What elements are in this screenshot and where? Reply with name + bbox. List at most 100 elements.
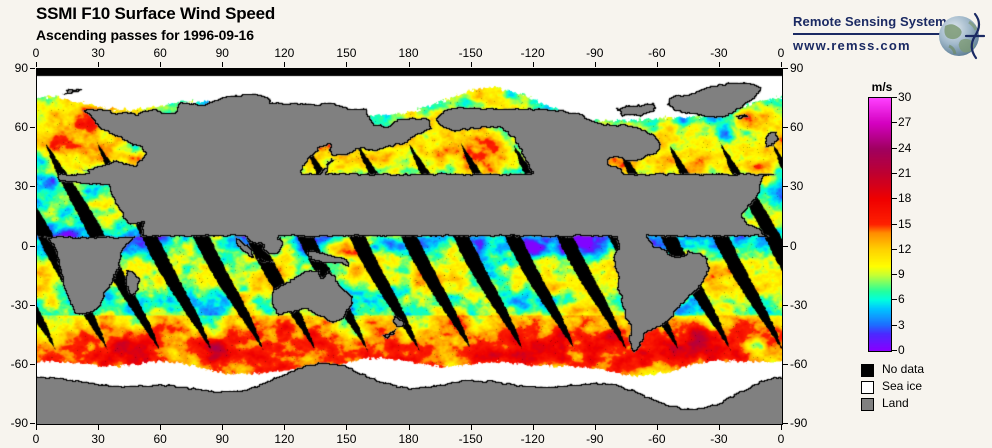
x-tick (222, 62, 224, 67)
x-tick (470, 425, 472, 430)
y-tick (30, 245, 35, 247)
y-axis-label: -30 (790, 297, 808, 312)
x-tick (532, 62, 534, 67)
colorbar-tick (892, 324, 897, 326)
y-axis-label: 0 (21, 238, 28, 253)
colorbar-tick (892, 350, 897, 351)
legend-swatch (861, 381, 874, 394)
colorbar-label: 18 (898, 191, 912, 206)
y-tick (783, 363, 788, 365)
y-axis-label: 60 (14, 120, 28, 135)
y-tick (783, 186, 788, 188)
x-tick (594, 425, 596, 430)
colorbar-gradient (869, 98, 891, 351)
colorbar-label: 24 (898, 140, 912, 155)
colorbar-label: 9 (898, 267, 905, 282)
y-tick (30, 423, 35, 424)
y-tick (30, 186, 35, 188)
y-axis-label: -30 (10, 297, 28, 312)
y-axis-label: 30 (790, 179, 804, 194)
colorbar-label: 3 (898, 317, 905, 332)
globe-icon (935, 10, 986, 67)
y-axis-label: 60 (790, 120, 804, 135)
logo-divider (793, 33, 943, 35)
x-tick (160, 62, 162, 67)
x-axis-label: -60 (648, 46, 666, 60)
x-tick (284, 62, 286, 67)
colorbar-units-label: m/s (871, 80, 893, 94)
x-tick (408, 62, 410, 67)
x-tick (346, 62, 348, 67)
legend-label: No data (882, 362, 925, 376)
x-tick (718, 425, 720, 430)
x-axis-label: 30 (91, 46, 105, 60)
y-axis-label: -90 (10, 416, 28, 430)
x-axis-label: 180 (398, 432, 419, 446)
remss-logo: Remote Sensing Systems www.remss.com (793, 12, 986, 62)
x-tick (781, 62, 782, 67)
legend-label: Land (882, 396, 909, 410)
page-title: SSMI F10 Surface Wind Speed (36, 4, 276, 23)
x-axis-label: -120 (520, 432, 545, 446)
x-tick (346, 425, 348, 430)
x-axis-label: 150 (336, 432, 357, 446)
y-axis-label: -60 (10, 356, 28, 371)
x-tick (284, 425, 286, 430)
colorbar-tick (892, 299, 897, 301)
x-axis-label: -30 (710, 432, 728, 446)
y-axis-label: 90 (790, 61, 804, 75)
colorbar-label: 30 (898, 90, 912, 104)
colorbar-label: 27 (898, 115, 912, 130)
x-axis-label: 90 (215, 432, 229, 446)
y-tick (783, 423, 788, 424)
y-tick (30, 304, 35, 306)
legend-swatch (861, 364, 874, 377)
x-tick (98, 62, 100, 67)
x-axis-label: 150 (336, 46, 357, 60)
x-axis-label: 0 (32, 432, 40, 446)
legend-swatch (861, 398, 874, 411)
logo-website: www.remss.com (793, 38, 911, 53)
y-axis-label: 30 (14, 179, 28, 194)
logo-org-name: Remote Sensing Systems (793, 14, 955, 29)
colorbar-tick (892, 274, 897, 276)
colorbar-label: 21 (898, 165, 912, 180)
y-axis-label: 0 (790, 238, 797, 253)
x-tick (36, 62, 37, 67)
y-tick (30, 363, 35, 365)
x-axis-label: -120 (520, 46, 545, 60)
colorbar-tick (892, 248, 897, 250)
colorbar-label: 0 (898, 343, 905, 357)
colorbar-tick (892, 147, 897, 149)
x-tick (160, 425, 162, 430)
colorbar-tick (892, 198, 897, 200)
colorbar-label: 6 (898, 292, 905, 307)
y-axis-label: -90 (790, 416, 808, 430)
colorbar-tick (892, 172, 897, 174)
y-tick (783, 304, 788, 306)
wind-speed-map (36, 68, 783, 425)
x-tick (36, 425, 37, 430)
x-tick (532, 425, 534, 430)
x-tick (470, 62, 472, 67)
y-tick (783, 127, 788, 129)
x-axis-label: -90 (586, 46, 604, 60)
x-axis-label: 60 (153, 432, 167, 446)
y-tick (783, 68, 788, 69)
colorbar-tick (892, 97, 897, 98)
x-axis-label: 90 (215, 46, 229, 60)
x-axis-label: 0 (777, 46, 785, 60)
x-axis-label: 120 (274, 432, 295, 446)
x-axis-label: 0 (32, 46, 40, 60)
colorbar-tick (892, 122, 897, 124)
x-axis-label: -150 (458, 432, 483, 446)
x-axis-label: -60 (648, 432, 666, 446)
map-raster (37, 69, 782, 424)
x-axis-label: 60 (153, 46, 167, 60)
x-tick (781, 425, 782, 430)
y-axis-label: -60 (790, 356, 808, 371)
colorbar-label: 12 (898, 241, 912, 256)
x-axis-label: 120 (274, 46, 295, 60)
x-tick (718, 62, 720, 67)
